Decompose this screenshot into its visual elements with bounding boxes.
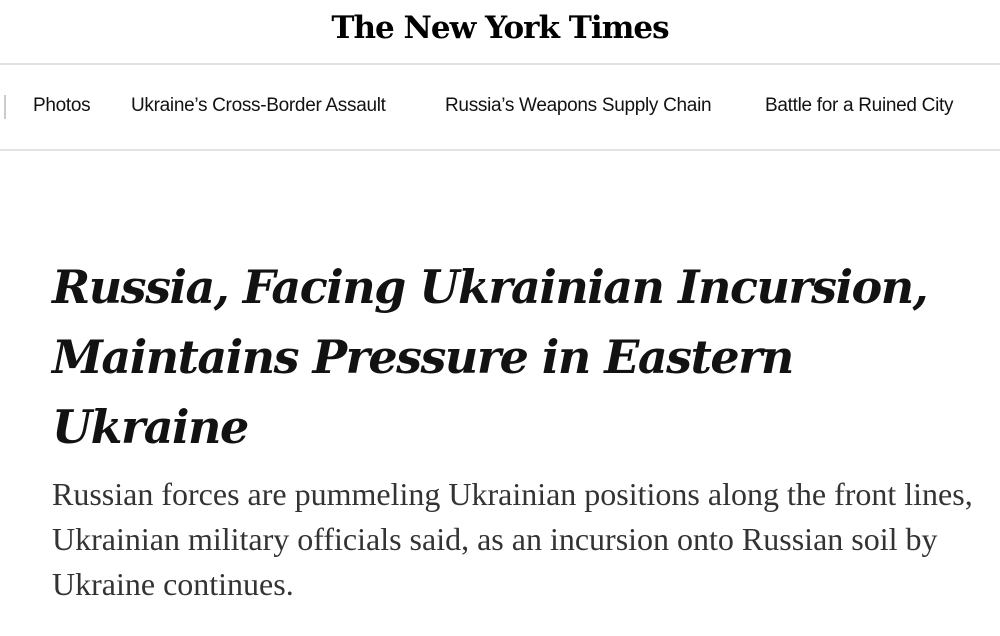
article-headline: Russia, Facing Ukrainian Incursion, Main…: [52, 260, 929, 454]
nav-item-cross-border-assault[interactable]: Ukraine’s Cross-Border Assault: [131, 95, 386, 116]
nyt-logo[interactable]: The New York Times: [331, 10, 669, 46]
nav-item-photos[interactable]: Photos: [33, 95, 91, 116]
article-summary: Russian forces are pummeling Ukrainian p…: [52, 476, 973, 602]
nav-item-weapons-supply-chain[interactable]: Russia’s Weapons Supply Chain: [445, 95, 712, 116]
nav-divider: [4, 95, 6, 119]
section-nav: Photos Ukraine’s Cross-Border Assault Ru…: [0, 65, 1000, 151]
masthead: The New York Times: [0, 0, 1000, 65]
nav-item-battle-ruined-city[interactable]: Battle for a Ruined City: [765, 95, 954, 116]
